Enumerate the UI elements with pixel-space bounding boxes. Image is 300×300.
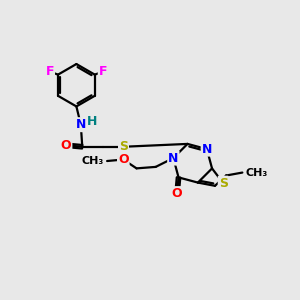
Text: F: F	[46, 65, 54, 78]
Text: N: N	[202, 142, 212, 156]
Text: N: N	[168, 152, 178, 165]
Text: CH₃: CH₃	[82, 156, 104, 166]
Text: CH₃: CH₃	[246, 168, 268, 178]
Text: N: N	[76, 118, 86, 131]
Text: O: O	[118, 153, 129, 166]
Text: H: H	[87, 115, 97, 128]
Text: S: S	[119, 140, 128, 153]
Text: F: F	[99, 65, 107, 78]
Text: O: O	[61, 139, 71, 152]
Text: O: O	[172, 187, 182, 200]
Text: S: S	[219, 177, 228, 190]
